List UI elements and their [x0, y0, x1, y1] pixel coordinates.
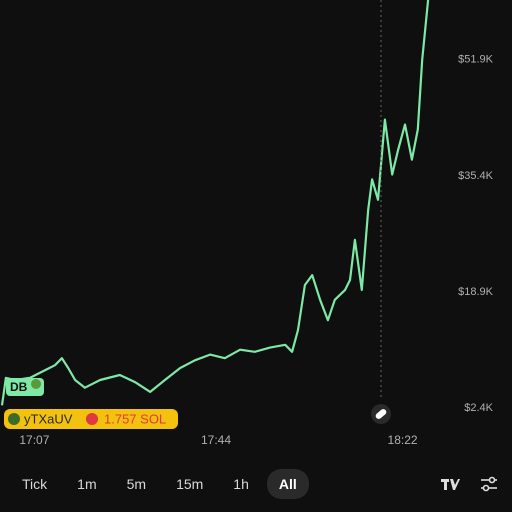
trader-label: DB: [10, 380, 28, 394]
interval-button[interactable]: 1h: [233, 476, 249, 492]
y-tick-label: $2.4K: [464, 402, 493, 414]
y-tick-label: $35.4K: [458, 170, 494, 182]
y-tick-label: $51.9K: [458, 54, 494, 66]
price-line: [0, 0, 430, 406]
interval-button[interactable]: Tick: [22, 476, 48, 492]
toolbar-icons: [440, 476, 498, 492]
interval-button[interactable]: 5m: [126, 476, 147, 492]
pill-icon: [375, 409, 387, 419]
sol-icon: [86, 413, 98, 425]
settings-icon[interactable]: [480, 476, 498, 492]
interval-button[interactable]: 15m: [176, 476, 204, 492]
chart: DB yTXaUV 1.757 SOL $2.4K $18.9K $35.4K $51…: [0, 0, 494, 447]
x-tick-label: 18:22: [388, 433, 418, 447]
x-tick-label: 17:44: [201, 433, 231, 447]
interval-button[interactable]: All: [266, 469, 309, 499]
avatar: [31, 379, 41, 389]
amount-label: 1.757 SOL: [104, 411, 166, 426]
x-tick-label: 17:07: [19, 433, 49, 447]
y-tick-label: $18.9K: [458, 286, 494, 298]
interval-bar: Tick 1m 5m 15m 1h All: [0, 466, 512, 502]
wallet-label: yTXaUV: [24, 411, 73, 426]
wallet-avatar: [8, 413, 20, 425]
interval-button[interactable]: 1m: [77, 476, 97, 492]
tradingview-icon[interactable]: [440, 476, 460, 492]
